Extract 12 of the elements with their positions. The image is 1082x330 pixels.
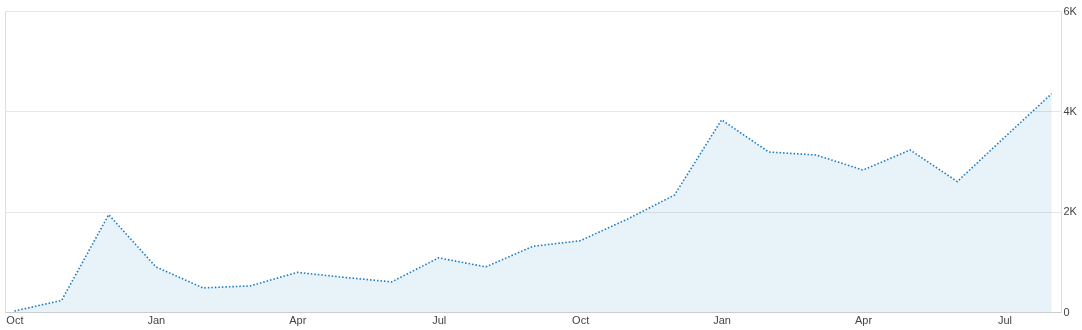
x-tick-label: Jan xyxy=(147,313,166,326)
x-tick-label: Jan xyxy=(713,313,731,326)
x-tick-label: Apr xyxy=(289,313,307,326)
x-tick-label: Apr xyxy=(854,313,873,326)
y-tick-label: 2K xyxy=(1063,205,1078,218)
x-tick-label: Oct xyxy=(572,313,590,326)
y-tick-label: 0 xyxy=(1063,305,1070,318)
y-tick-label: 6K xyxy=(1063,4,1078,17)
x-tick-label: Jul xyxy=(432,313,447,326)
x-tick-label: Oct xyxy=(6,313,24,326)
y-tick-label: 4K xyxy=(1063,104,1078,117)
x-tick-label: Jul xyxy=(997,313,1012,326)
